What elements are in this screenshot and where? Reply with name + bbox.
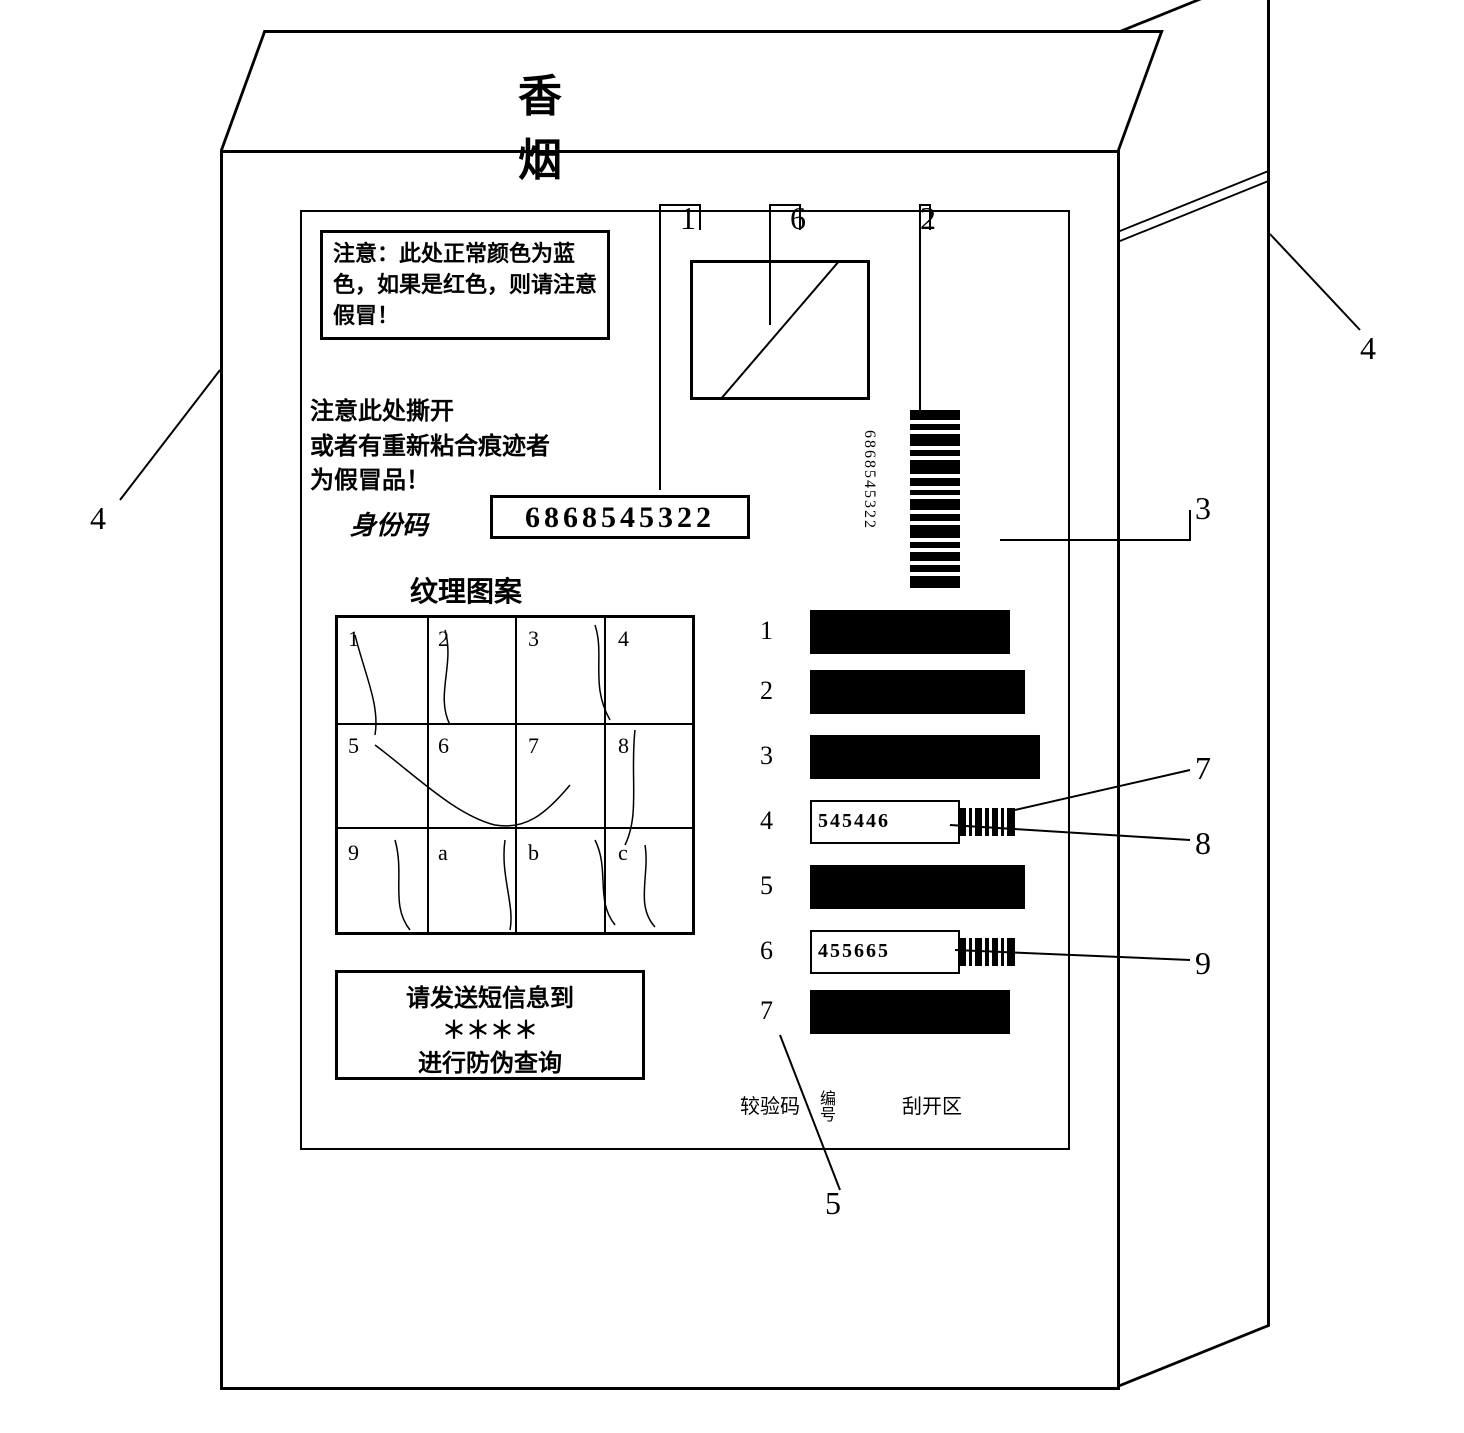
- callout-5: 5: [825, 1185, 841, 1222]
- callout-1: 1: [680, 200, 696, 237]
- callout-7: 7: [1195, 750, 1211, 787]
- callout-8: 8: [1195, 825, 1211, 862]
- callout-6: 6: [790, 200, 806, 237]
- callout-2: 2: [920, 200, 936, 237]
- callout-4-right: 4: [1360, 330, 1376, 367]
- callout-9: 9: [1195, 945, 1211, 982]
- callout-3: 3: [1195, 490, 1211, 527]
- callout-4-left: 4: [90, 500, 106, 537]
- leader-lines: [100, 30, 1380, 1410]
